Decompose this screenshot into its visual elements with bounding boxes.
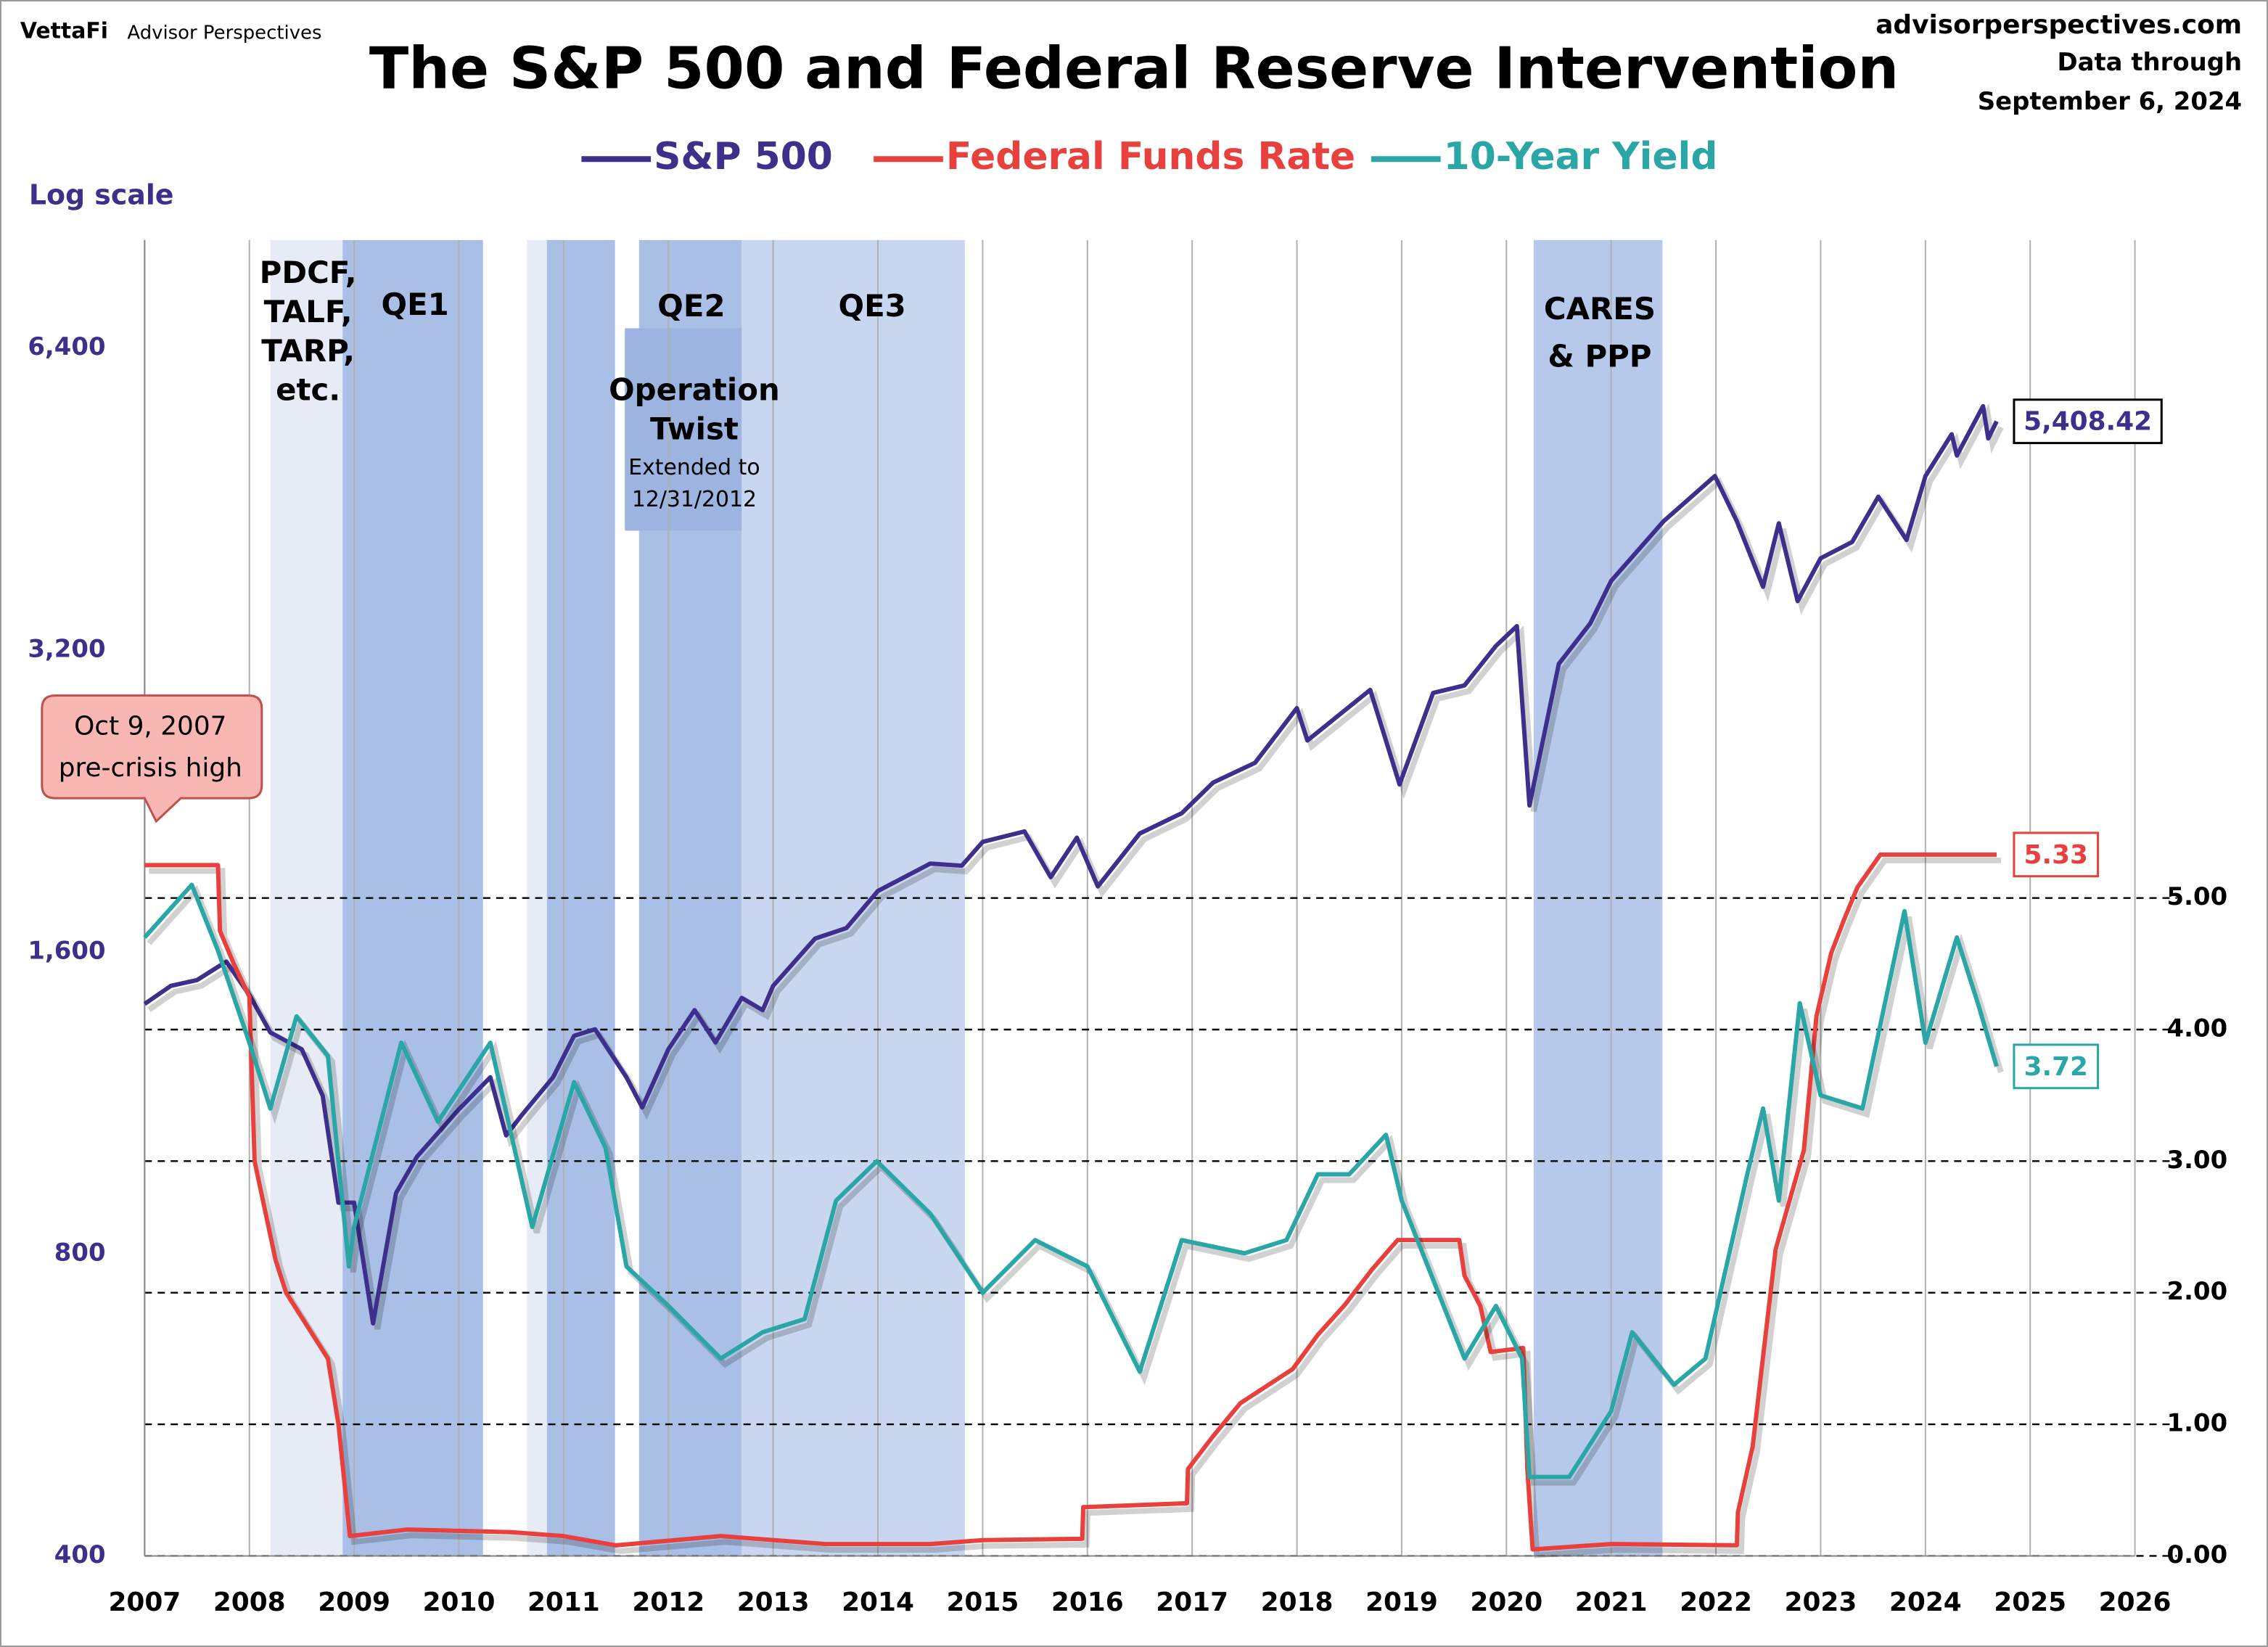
band-label: TALF, [264, 294, 353, 329]
band-label: CARES [1544, 291, 1656, 326]
x-tick-label: 2019 [1365, 1588, 1438, 1617]
x-tick-label: 2013 [737, 1588, 810, 1617]
callout-text: pre-crisis high [59, 753, 242, 783]
y-tick-label: 1,600 [28, 937, 105, 965]
y2-tick-label: 5.00 [2167, 882, 2228, 911]
end-label: 5.33 [2023, 840, 2087, 870]
y-tick-label: 6,400 [28, 332, 105, 361]
series-shadow [147, 885, 2004, 1486]
lines [143, 403, 2004, 1558]
x-tick-label: 2026 [2099, 1588, 2172, 1617]
x-tick-label: 2017 [1156, 1588, 1228, 1617]
scale-label: Log scale [29, 179, 174, 211]
end-label-box [2013, 1043, 2100, 1090]
x-tick-label: 2008 [213, 1588, 286, 1617]
series-shadow [149, 857, 2001, 1558]
x-tick-label: 2016 [1051, 1588, 1124, 1617]
legend-label: S&P 500 [654, 135, 833, 178]
brand: VettaFi [20, 18, 108, 44]
x-tick-label: 2025 [1994, 1588, 2066, 1617]
end-label: 5,408.42 [2023, 407, 2152, 437]
x-tick-label: 2020 [1470, 1588, 1542, 1617]
y-tick-label: 800 [54, 1239, 106, 1267]
series-line [143, 403, 1999, 1326]
y2-tick-label: 2.00 [2167, 1277, 2228, 1305]
band-label: Twist [650, 411, 739, 446]
y2-tick-label: 3.00 [2167, 1146, 2228, 1174]
end-label: 3.72 [2023, 1052, 2087, 1082]
x-tick-label: 2009 [318, 1588, 390, 1617]
series-line [143, 882, 1999, 1479]
chart-title: The S&P 500 and Federal Reserve Interven… [369, 35, 1899, 102]
y-tick-label: 400 [54, 1540, 106, 1569]
end-label-box [2013, 831, 2100, 878]
x-tick-label: 2010 [423, 1588, 496, 1617]
band-label: PDCF, [260, 255, 357, 290]
band-label: Operation [609, 372, 780, 408]
x-tick-label: 2007 [108, 1588, 181, 1617]
x-tick-label: 2015 [946, 1588, 1019, 1617]
x-tick-label: 2023 [1785, 1588, 1857, 1617]
y-tick-label: 3,200 [28, 634, 105, 662]
x-tick-label: 2012 [632, 1588, 704, 1617]
data-through: Data through [2057, 48, 2242, 76]
date: September 6, 2024 [1978, 87, 2242, 115]
callout [41, 694, 263, 824]
site: advisorperspectives.com [1875, 10, 2242, 40]
band-label: & PPP [1548, 339, 1651, 374]
grid [144, 239, 2177, 1557]
end-label-box [2013, 398, 2163, 445]
x-tick-label: 2014 [842, 1588, 914, 1617]
y2-tick-label: 0.00 [2167, 1540, 2228, 1569]
band-label: QE3 [839, 288, 906, 324]
x-tick-label: 2024 [1889, 1588, 1962, 1617]
legend-label: Federal Funds Rate [946, 135, 1355, 178]
x-tick-label: 2018 [1261, 1588, 1334, 1617]
x-tick-label: 2021 [1575, 1588, 1648, 1617]
band-label: QE2 [657, 288, 725, 324]
x-tick-label: 2011 [527, 1588, 600, 1617]
legend-label: 10-Year Yield [1444, 135, 1718, 178]
band-note: Extended to [628, 455, 760, 480]
band-label: TARP, [261, 333, 355, 369]
callout-text: Oct 9, 2007 [74, 711, 226, 741]
sub-brand: Advisor Perspectives [127, 22, 321, 44]
y2-tick-label: 4.00 [2167, 1014, 2228, 1043]
band-label: etc. [276, 372, 340, 408]
band-note: 12/31/2012 [632, 487, 757, 512]
y2-tick-label: 1.00 [2167, 1409, 2228, 1437]
series-line [144, 852, 1997, 1552]
x-tick-label: 2022 [1680, 1588, 1752, 1617]
band-label: QE1 [382, 287, 449, 322]
